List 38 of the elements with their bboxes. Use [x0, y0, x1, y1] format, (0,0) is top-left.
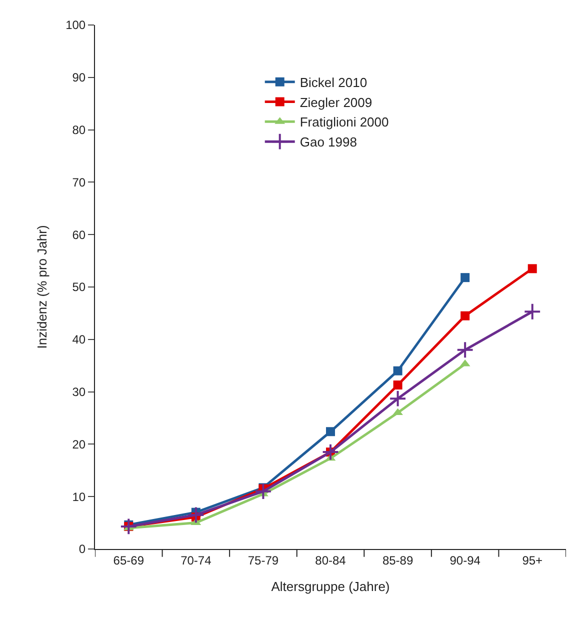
- point: [392, 408, 403, 416]
- x-tick-label: 70-74: [180, 553, 212, 568]
- y-axis-title: Inzidenz (% pro Jahr): [34, 225, 50, 349]
- y-tick-label: 10: [72, 490, 86, 504]
- y-tick-label: 70: [72, 175, 86, 190]
- point: [393, 380, 402, 390]
- point: [460, 311, 470, 320]
- x-tick-label: 85-89: [382, 553, 414, 568]
- legend-label: Bickel 2010: [300, 74, 368, 90]
- y-tick-label: 60: [72, 228, 86, 242]
- y-tick-label: 20: [72, 437, 86, 452]
- point: [322, 443, 340, 461]
- point: [528, 264, 537, 274]
- point: [254, 482, 272, 500]
- x-axis-title: Altersgruppe (Jahre): [271, 579, 390, 594]
- x-tick-label: 65-69: [113, 553, 144, 568]
- point: [456, 341, 474, 359]
- y-tick-label: 40: [72, 332, 86, 347]
- point: [524, 302, 542, 320]
- point: [389, 390, 406, 408]
- x-tick-label: 80-84: [315, 553, 346, 568]
- point: [326, 427, 335, 436]
- y-tick-label: 80: [72, 123, 86, 137]
- x-tick-label: 75-79: [248, 553, 279, 568]
- point: [187, 506, 205, 524]
- x-tick-label: 90-94: [450, 553, 481, 568]
- point: [460, 273, 470, 282]
- y-tick-label: 0: [78, 542, 86, 556]
- legend-label: Ziegler 2009: [300, 94, 372, 110]
- x-tick-label: 95+: [522, 553, 543, 568]
- y-tick-label: 100: [66, 18, 86, 32]
- legend-label: Fratiglioni 2000: [300, 114, 389, 130]
- point: [393, 366, 402, 376]
- legend-label: Gao 1998: [300, 134, 357, 150]
- point: [120, 518, 138, 536]
- y-tick-label: 30: [72, 385, 86, 399]
- y-tick-label: 50: [72, 280, 86, 294]
- y-tick-label: 90: [72, 70, 86, 85]
